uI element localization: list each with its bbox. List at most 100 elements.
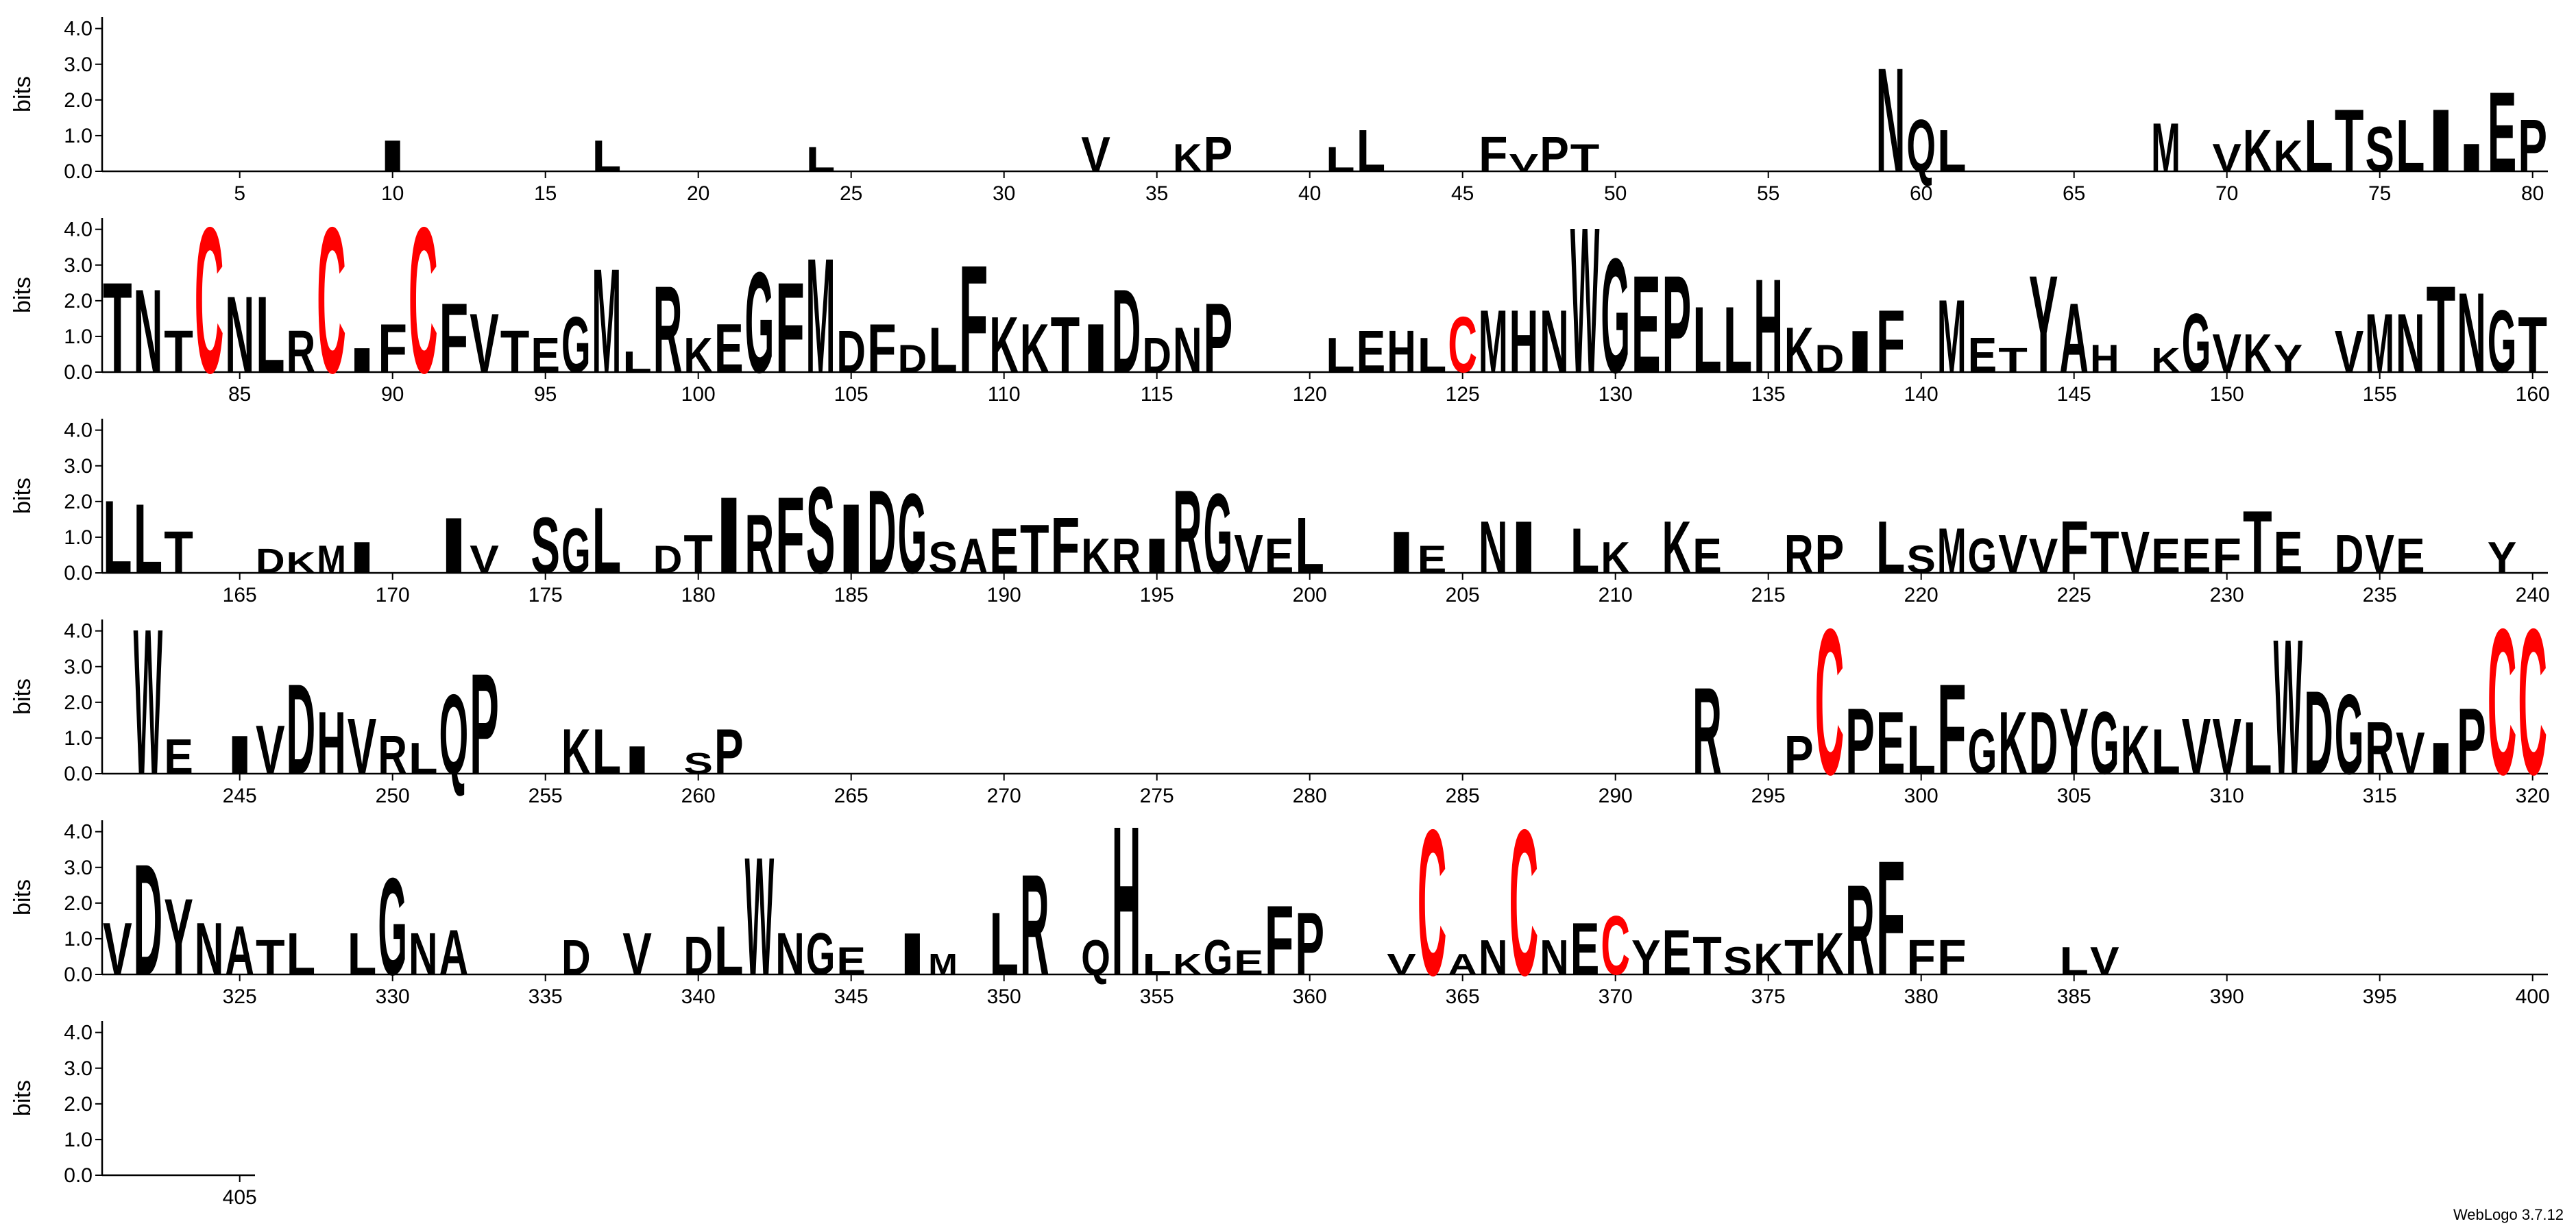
logo-letter: P bbox=[1845, 689, 1875, 794]
logo-letter: D bbox=[683, 926, 713, 987]
x-tick-label: 250 bbox=[376, 785, 410, 807]
logo-letter: A bbox=[439, 916, 469, 989]
logo-letter: L bbox=[1357, 117, 1386, 184]
logo-letter: G bbox=[2182, 296, 2211, 390]
logo-letter: C bbox=[1418, 786, 1447, 1019]
logo-letter: V bbox=[1998, 524, 2028, 585]
logo-letter: V bbox=[1509, 149, 1539, 176]
x-tick-label: 215 bbox=[1751, 584, 1786, 606]
x-tick-label: 155 bbox=[2363, 383, 2397, 406]
x-tick-label: 350 bbox=[987, 985, 1021, 1008]
logo-letter: L bbox=[287, 920, 316, 987]
logo-letter: G bbox=[806, 920, 836, 987]
logo-letter: R bbox=[287, 318, 316, 384]
logo-letter: G bbox=[561, 300, 591, 389]
logo-letter: S bbox=[928, 532, 958, 582]
logo-letter: K bbox=[1601, 532, 1630, 582]
logo-letter: L bbox=[714, 912, 744, 990]
logo-letter: I bbox=[1509, 506, 1539, 589]
x-tick-label: 225 bbox=[2057, 584, 2091, 606]
logo-letter: L bbox=[2304, 105, 2333, 188]
logo-letter: Y bbox=[2059, 689, 2089, 794]
x-tick-label: 40 bbox=[1298, 182, 1321, 205]
logo-letter: E bbox=[1234, 943, 1263, 982]
logo-letter: W bbox=[134, 585, 163, 818]
logo-letter: S bbox=[2365, 113, 2394, 186]
logo-letter: H bbox=[317, 693, 346, 793]
x-tick-label: 150 bbox=[2210, 383, 2244, 406]
y-axis-label: bits bbox=[10, 277, 36, 313]
logo-letter: L bbox=[134, 484, 163, 595]
logo-letter: M bbox=[928, 948, 958, 981]
logo-letter: T bbox=[2090, 519, 2119, 585]
logo-letter: H bbox=[1753, 251, 1783, 401]
logo-letter: D bbox=[561, 930, 591, 985]
x-tick-label: 105 bbox=[834, 383, 868, 406]
y-tick-label: 3.0 bbox=[64, 254, 93, 277]
logo-letter: E bbox=[2182, 528, 2211, 583]
x-tick-label: 320 bbox=[2516, 785, 2550, 807]
logo-letter: T bbox=[1784, 930, 1814, 985]
x-tick-label: 15 bbox=[534, 182, 557, 205]
x-tick-label: 125 bbox=[1446, 383, 1480, 406]
logo-letter: N bbox=[1540, 291, 1569, 391]
x-tick-label: 35 bbox=[1145, 182, 1168, 205]
logo-letter: D bbox=[287, 657, 316, 801]
logo-letter: D bbox=[2029, 693, 2058, 793]
logo-letter: W bbox=[745, 822, 775, 1010]
x-tick-label: 405 bbox=[223, 1186, 257, 1209]
logo-letter: C bbox=[195, 184, 224, 417]
logo-letter: A bbox=[959, 528, 988, 583]
logo-letter: E bbox=[1876, 693, 1906, 793]
logo-letter: K bbox=[561, 715, 591, 788]
logo-letter: V bbox=[2182, 702, 2211, 790]
logo-letter: N bbox=[2396, 296, 2425, 390]
logo-letter: K bbox=[2121, 711, 2150, 789]
logo-letter: D bbox=[2335, 524, 2364, 585]
logo-letter: R bbox=[378, 725, 407, 786]
x-tick-label: 130 bbox=[1599, 383, 1633, 406]
logo-letter: F bbox=[1051, 501, 1080, 589]
logo-letter: D bbox=[134, 831, 163, 1008]
logo-letter: K bbox=[1173, 948, 1202, 981]
x-tick-label: 265 bbox=[834, 785, 868, 807]
logo-letter: W bbox=[1570, 184, 1600, 417]
logo-letter: Q bbox=[1081, 930, 1110, 985]
logo-letter: E bbox=[531, 328, 560, 382]
logo-letter: F bbox=[2059, 506, 2089, 589]
x-tick-label: 175 bbox=[528, 584, 563, 606]
logo-letter: R bbox=[1845, 858, 1875, 1002]
logo-letter: G bbox=[1204, 930, 1233, 985]
logo-letter: K bbox=[1173, 136, 1202, 180]
logo-letter: I bbox=[1387, 519, 1416, 585]
x-tick-label: 305 bbox=[2057, 785, 2091, 807]
logo-letter: C bbox=[1601, 898, 1630, 992]
x-tick-label: 240 bbox=[2516, 584, 2550, 606]
y-tick-label: 3.0 bbox=[64, 455, 93, 478]
logo-letter: C bbox=[1509, 786, 1539, 1019]
x-tick-label: 135 bbox=[1751, 383, 1786, 406]
logo-letter: K bbox=[1662, 506, 1692, 589]
y-axis-label: bits bbox=[10, 879, 36, 916]
logo-letter: N bbox=[409, 920, 438, 987]
x-tick-label: 260 bbox=[681, 785, 716, 807]
logo-letter: E bbox=[836, 939, 866, 983]
x-tick-label: 160 bbox=[2516, 383, 2550, 406]
logo-letter: T bbox=[2518, 300, 2547, 389]
x-tick-label: 245 bbox=[223, 785, 257, 807]
logo-letter: K bbox=[1998, 693, 2028, 793]
logo-letter: L bbox=[1937, 117, 1967, 184]
logo-letter: F bbox=[1937, 657, 1967, 801]
logo-letter: T bbox=[103, 256, 132, 400]
logo-letter: T bbox=[256, 930, 285, 985]
logo-letter: R bbox=[1692, 662, 1722, 800]
logo-letter: G bbox=[745, 242, 775, 403]
logo-letter: L bbox=[592, 131, 622, 181]
logo-letter: K bbox=[1020, 310, 1049, 387]
logo-letter: P bbox=[470, 643, 499, 805]
logo-letter: T bbox=[1570, 136, 1600, 180]
x-tick-label: 20 bbox=[687, 182, 709, 205]
logo-letter: F bbox=[2212, 528, 2241, 583]
y-tick-label: 2.0 bbox=[64, 691, 93, 714]
y-tick-label: 0.0 bbox=[64, 160, 93, 183]
